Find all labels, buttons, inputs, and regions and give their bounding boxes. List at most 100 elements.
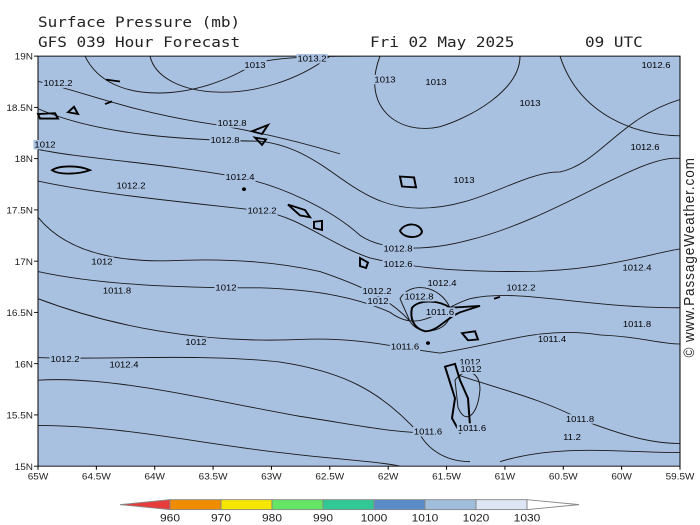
- x-tick-label: 64W: [144, 472, 165, 482]
- contour-label: 1013: [244, 60, 265, 69]
- y-tick-label: 15.5N: [6, 411, 33, 421]
- x-tick-label: 63W: [261, 472, 282, 482]
- contour-label-bg: [518, 98, 542, 108]
- contour-label: 1012: [215, 283, 236, 292]
- contour-label-bg: [49, 354, 81, 364]
- colorbar-label: 1010: [412, 513, 439, 524]
- contour-label: 1012.2: [247, 206, 276, 215]
- contour-label-bg: [459, 364, 483, 374]
- title: Surface Pressure (mb): [38, 14, 240, 31]
- contour-label: 1012.4: [225, 173, 254, 182]
- contour-label: 1011.8: [103, 286, 131, 295]
- isobar: [38, 271, 680, 322]
- colorbar-segment: [373, 499, 426, 511]
- contour-label: 1011.6: [458, 423, 486, 432]
- island: [359, 256, 370, 270]
- colorbar-end: [119, 499, 171, 511]
- contour-label-bg: [296, 53, 328, 64]
- x-tick-label: 60W: [611, 472, 632, 482]
- colorbar-end: [526, 499, 580, 511]
- contour-label: 1011.8: [623, 319, 651, 328]
- contour-label: 1012.4: [427, 278, 456, 287]
- island: [287, 203, 323, 232]
- axes: 65W 64.5W 64W 63.5W 63W 62.5W 62W 61.5W 61W 60.5W…: [6, 52, 694, 482]
- contour-label-bg: [621, 263, 653, 273]
- contour-label-bg: [456, 423, 488, 433]
- contour-label: 1013: [374, 75, 395, 84]
- contour-label: 1012: [459, 357, 480, 366]
- contour-label: 1011.6: [414, 427, 442, 436]
- contour-label: 1012.6: [641, 60, 670, 69]
- island: [249, 122, 271, 147]
- contour-label-bg: [184, 337, 208, 347]
- colorbar-label: 990: [313, 513, 333, 524]
- contour-label-bg: [424, 77, 448, 87]
- contour-label-bg: [108, 359, 140, 370]
- island: [398, 175, 418, 189]
- isobar: [149, 56, 331, 93]
- contour-label-bg: [458, 357, 482, 367]
- contour-label-bg: [115, 180, 147, 191]
- watermark: © www.PassageWeather.com: [681, 157, 698, 357]
- isobar: [559, 56, 680, 137]
- contour-label: 1013: [519, 98, 540, 107]
- contour-label-bg: [629, 142, 661, 153]
- contour-label: 1011.6: [391, 342, 419, 351]
- contour-label-bg: [564, 414, 596, 424]
- contour-label-bg: [216, 118, 248, 128]
- island: [65, 78, 121, 116]
- forecast-date: Fri 02 May 2025: [370, 34, 514, 51]
- contour-label: 1012: [367, 297, 388, 306]
- contour-label: 1013: [425, 77, 446, 86]
- colorbar-segment: [424, 499, 477, 511]
- contour-label-bg: [562, 432, 582, 442]
- contour-label-bg: [452, 175, 476, 185]
- contour-label-bg: [536, 334, 568, 345]
- x-tick-label: 61W: [495, 472, 516, 482]
- contour-label-bg: [373, 74, 397, 85]
- colorbar-segment: [322, 499, 375, 511]
- island: [50, 165, 93, 175]
- contour-label-bg: [424, 307, 456, 317]
- isobar: [499, 449, 680, 463]
- x-tick-label: 60.5W: [549, 472, 578, 482]
- contour-label-bg: [214, 282, 238, 293]
- island: [398, 223, 424, 238]
- isobar: [38, 148, 680, 249]
- contour-label: 1012: [460, 364, 481, 373]
- contour-label: 1012.8: [217, 118, 246, 127]
- contour-label: 1012: [185, 337, 206, 346]
- contour-label-bg: [243, 60, 267, 70]
- isobar: [38, 356, 471, 463]
- colorbar-segment: [169, 499, 222, 511]
- contour-label-bg: [505, 282, 537, 293]
- contour-label-bg: [640, 60, 672, 70]
- forecast-time: 09 UTC: [585, 34, 643, 51]
- contour-label: 1011.6: [426, 307, 454, 316]
- contour-label: 1012.8: [210, 135, 239, 144]
- contour-label-bg: [426, 278, 458, 288]
- contour-label-bg: [621, 319, 653, 329]
- contour-label: 1013: [453, 175, 474, 184]
- island: [460, 296, 501, 342]
- contour-label-bg: [382, 259, 414, 269]
- contour-label: 1012.4: [109, 360, 138, 369]
- colorbar-label: 1020: [463, 513, 490, 524]
- contour-label-bg: [412, 426, 444, 437]
- island: [410, 300, 481, 333]
- contour-labels: 1013.2 1013 1012.2 1013 1013 1013 1012.6 1012.8…: [33, 53, 672, 442]
- contour-label: 1012.8: [404, 292, 433, 301]
- contour-label: 1012: [34, 140, 55, 149]
- x-tick-label: 65W: [28, 472, 49, 482]
- contour-label-bg: [209, 135, 241, 145]
- x-tick-label: 64.5W: [82, 472, 111, 482]
- x-tick-label: 59.5W: [666, 472, 695, 482]
- colorbar-label: 960: [160, 513, 180, 524]
- y-tick-label: 17.5N: [6, 206, 33, 216]
- isobar: [38, 180, 680, 273]
- contour-label: 1012: [91, 257, 112, 266]
- colorbar-label: 980: [262, 513, 282, 524]
- island: [426, 341, 430, 345]
- y-tick-label: 16.5N: [6, 308, 33, 318]
